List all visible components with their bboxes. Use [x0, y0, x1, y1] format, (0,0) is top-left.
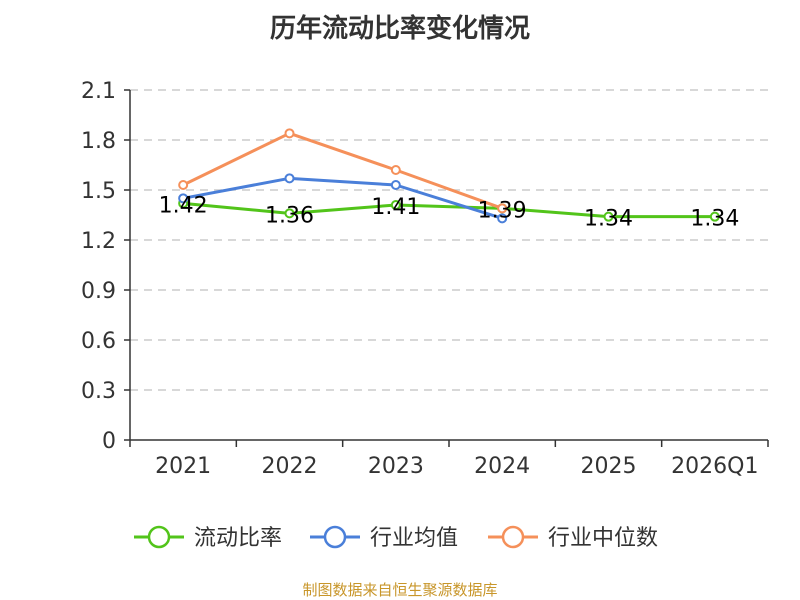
y-tick-label: 1.5	[81, 179, 116, 204]
legend-item[interactable]: 行业均值	[310, 525, 458, 551]
chart-title: 历年流动比率变化情况	[269, 14, 530, 44]
axes	[129, 90, 768, 441]
y-tick-label: 0.3	[81, 379, 116, 404]
data-label: 1.36	[265, 203, 314, 228]
legend-item[interactable]: 行业中位数	[488, 525, 658, 551]
series-3-point	[390, 165, 401, 175]
legend-label: 行业均值	[370, 526, 458, 551]
source-note: 制图数据来自恒生聚源数据库	[302, 581, 498, 599]
data-label: 1.41	[371, 195, 420, 220]
series-3-line	[182, 131, 503, 210]
x-tick-label: 2024	[474, 454, 530, 479]
y-tick-label: 1.8	[81, 129, 116, 154]
gridlines	[130, 89, 768, 391]
y-tick-label: 0.6	[81, 329, 116, 354]
x-tick-label: 2021	[155, 454, 211, 479]
y-tick-label: 0.9	[81, 279, 116, 304]
x-tick-label: 2022	[262, 454, 318, 479]
data-label: 1.34	[584, 207, 633, 232]
series-2-point	[284, 173, 295, 184]
series-1-point	[284, 208, 295, 219]
legend-label: 流动比率	[194, 526, 282, 551]
series-3-point	[284, 128, 295, 139]
x-tick-label: 2023	[368, 454, 424, 479]
x-axis-ticks: 2021 2022 2023 2024 2025 2026Q1	[129, 440, 769, 479]
series-lines	[178, 128, 720, 224]
series-2-point	[497, 213, 508, 224]
y-tick-label: 1.2	[81, 229, 116, 254]
legend: 流动比率 行业均值 行业中位数	[134, 525, 658, 551]
series-2-point	[178, 193, 189, 204]
y-axis-ticks: 0 0.3 0.6 0.9 1.2 1.5 1.8 2.1	[81, 79, 130, 454]
legend-marker-icon	[323, 525, 347, 549]
series-2-line	[182, 176, 503, 220]
series-3-point	[497, 203, 508, 214]
x-tick-label: 2025	[581, 454, 637, 479]
series-2-point	[390, 180, 401, 190]
legend-marker-icon	[501, 525, 525, 549]
series-3-point	[178, 180, 189, 190]
data-label: 1.42	[159, 193, 208, 218]
legend-marker-icon	[147, 525, 171, 549]
series-1-point	[709, 211, 720, 222]
legend-label: 行业中位数	[548, 526, 658, 551]
legend-item[interactable]: 流动比率	[134, 525, 282, 551]
series-1-line	[183, 201, 715, 219]
y-tick-label: 2.1	[81, 79, 116, 104]
series-1-point	[603, 211, 614, 222]
y-tick-label: 0	[102, 429, 116, 454]
data-labels: 1.42 1.36 1.41 1.39 1.34 1.34	[159, 193, 740, 231]
data-label: 1.34	[690, 207, 739, 232]
series-1-point	[390, 200, 401, 210]
x-tick-label: 2026Q1	[671, 454, 758, 479]
data-label: 1.39	[478, 198, 527, 223]
